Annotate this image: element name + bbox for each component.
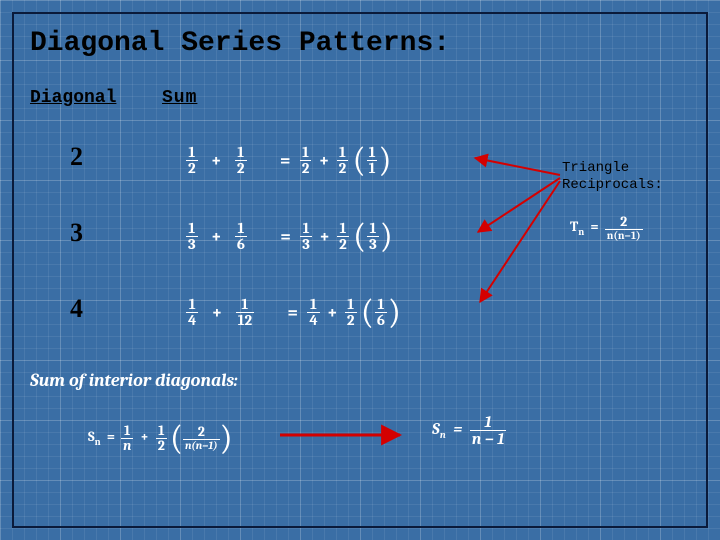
triangle-formula: Tn = 2n(n−1) [570,215,643,241]
series-row-3: 14 + 112 = 14 + 12 (16) [186,292,402,332]
series-row-1: 12 + 12 = 12 + 12 (11) [186,140,392,180]
diag-value-3: 4 [70,294,83,324]
diag-value-1: 2 [70,142,83,172]
series-row-2: 13 + 16 = 13 + 12 (13) [186,216,394,256]
diag-value-2: 3 [70,218,83,248]
sn-expanded: Sn = 1n + 12 (2n(n−1)) [88,418,233,458]
sn-simplified: Sn = 1n − 1 [432,414,506,447]
section-sum-interior: Sum of interior diagonals: [30,370,238,391]
page-title: Diagonal Series Patterns: [30,28,450,59]
column-header-sum: Sum [162,88,197,108]
column-header-diagonal: Diagonal [30,88,116,108]
triangle-reciprocals-label: Triangle Reciprocals: [562,160,663,194]
